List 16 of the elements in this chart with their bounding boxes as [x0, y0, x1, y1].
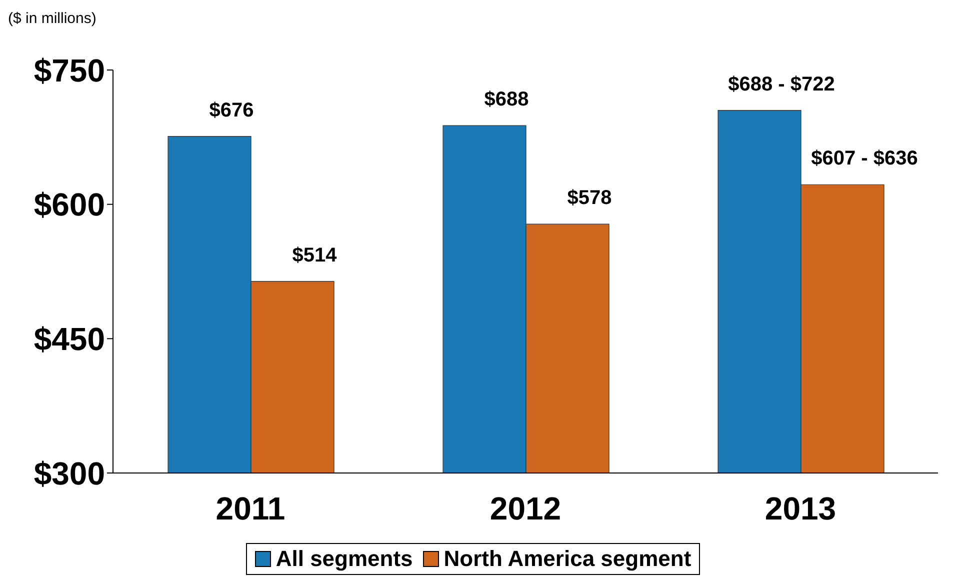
y-tick-label: $750 [34, 52, 105, 88]
data-label: $514 [292, 244, 338, 266]
x-tick-label: 2012 [490, 490, 562, 527]
data-label: $676 [209, 99, 254, 122]
text: ($ in millions) [8, 10, 96, 27]
x-tick-label: 2011 [216, 490, 286, 527]
x-tick-label: 2013 [764, 490, 836, 527]
legend-label: All segments [274, 546, 413, 572]
y-tick-label: $450 [34, 321, 105, 358]
data-label: $688 [484, 88, 529, 111]
annotation: $688 - $722 [728, 73, 835, 96]
y-tick-label: $600 [34, 186, 105, 223]
annotation: $607 - $636 [811, 148, 918, 170]
data-label: $578 [567, 187, 612, 210]
legend-label: North America segment [442, 546, 692, 572]
y-tick-label: $300 [34, 455, 105, 492]
